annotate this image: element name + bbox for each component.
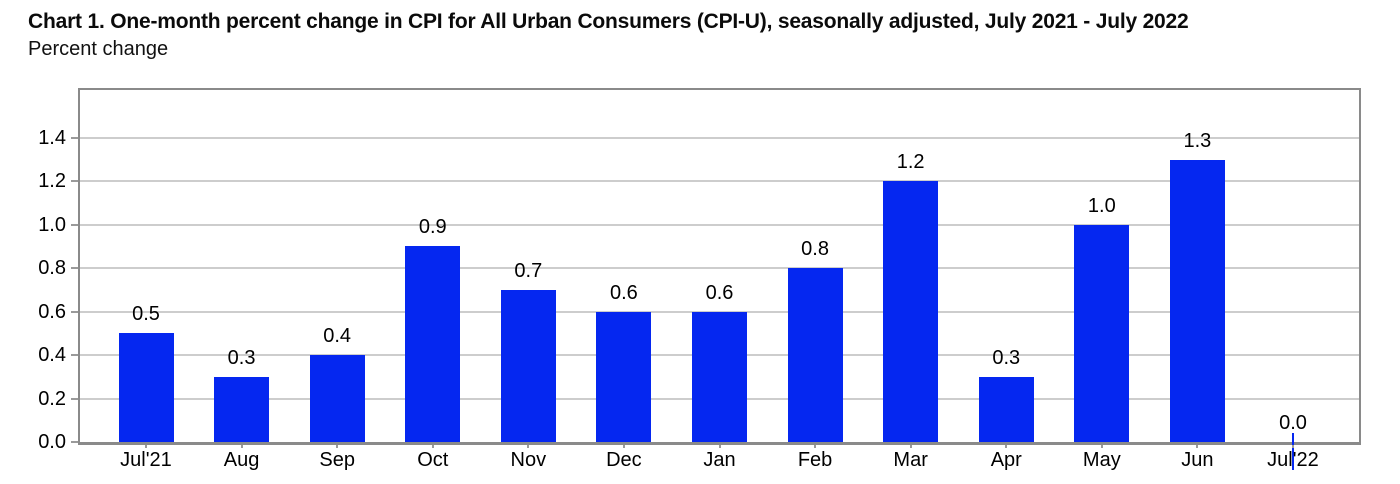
bar-value-label: 1.0 (1087, 195, 1116, 217)
bar (883, 181, 939, 442)
x-axis-tick-label: Nov (510, 449, 547, 471)
bar-value-label: 1.3 (1183, 130, 1212, 152)
x-axis-tick-label: Feb (797, 449, 833, 471)
chart-subtitle: Percent change (28, 38, 169, 60)
zero-value-bar-line (1292, 433, 1294, 470)
chart: 0.5 0.3 0.4 0.9 0.7 0.6 0.6 0.8 1.2 0.3 1.0 1.3 0.0 … (0, 85, 1400, 484)
bar-value-label: 0.3 (227, 347, 256, 369)
x-axis-tick-label: Sep (319, 449, 355, 471)
y-axis-tick-mark (71, 310, 78, 313)
y-axis-tick-label: 0.6 (38, 300, 66, 323)
bar (787, 268, 843, 442)
x-axis-tick-label: May (1082, 449, 1121, 471)
bar (214, 377, 270, 442)
y-axis-tick-label: 0.4 (38, 344, 66, 367)
y-axis-tick-mark (71, 397, 78, 400)
y-axis-tick-label: 0.2 (38, 387, 66, 410)
bar-value-label: 0.6 (610, 282, 638, 304)
bar (309, 355, 365, 442)
x-axis-tick-label: Aug (223, 449, 260, 471)
x-axis-tick-mark (336, 445, 339, 448)
x-axis-tick-label: Jul'22 (1267, 449, 1319, 471)
bar-value-label: 0.8 (801, 238, 829, 260)
x-axis-tick-mark (145, 445, 147, 448)
bar-value-label: 0.7 (514, 260, 543, 282)
x-axis-tick-mark (1196, 445, 1199, 448)
y-axis-tick-mark (71, 354, 78, 357)
y-axis-tick-mark (71, 223, 78, 226)
bar (596, 312, 652, 442)
bar (1074, 225, 1130, 442)
x-axis-tick-mark (909, 445, 912, 448)
x-axis-tick-mark (1292, 445, 1294, 448)
bar (692, 312, 747, 442)
gridline (80, 223, 1359, 226)
x-axis-tick-mark (1005, 445, 1008, 448)
y-axis-tick-label: 1.4 (38, 126, 66, 149)
x-axis-tick-label: Oct (417, 449, 449, 471)
chart-title: Chart 1. One-month percent change in CPI… (28, 10, 1189, 33)
bar-value-label: 0.4 (323, 325, 352, 347)
bar-value-label: 0.6 (705, 282, 734, 304)
bar (1169, 160, 1225, 442)
y-axis-tick-mark (71, 267, 78, 270)
x-axis-tick-label: Dec (606, 449, 642, 471)
bar (405, 246, 461, 442)
x-axis-tick-mark (814, 445, 817, 448)
gridline (80, 267, 1359, 270)
x-axis-tick-mark (431, 445, 434, 448)
x-axis-tick-mark (1100, 445, 1103, 448)
x-axis-tick-mark (527, 445, 530, 448)
x-axis-tick-label: Apr (990, 449, 1022, 471)
y-axis-tick-mark (71, 136, 78, 139)
gridline (80, 310, 1359, 313)
x-axis-tick-label: Jun (1181, 449, 1214, 471)
y-axis-tick-label: 1.0 (38, 213, 66, 236)
bar (500, 290, 556, 442)
bar-value-label: 0.9 (418, 216, 447, 238)
bar-value-label: 0.5 (132, 303, 160, 325)
bar (978, 377, 1034, 442)
x-axis-tick-label: Jul'21 (120, 449, 172, 471)
bar-value-label: 0.3 (992, 347, 1021, 369)
x-axis-tick-mark (622, 445, 625, 448)
y-axis-tick-label: 1.2 (38, 170, 66, 193)
y-axis-tick-label: 0.0 (38, 431, 66, 453)
x-axis-tick-label: Jan (703, 449, 736, 471)
gridline (80, 136, 1359, 139)
plot-area: 0.5 0.3 0.4 0.9 0.7 0.6 0.6 0.8 1.2 0.3 1.0 1.3 0.0 (78, 88, 1361, 445)
y-axis-tick-mark (71, 180, 78, 183)
x-axis-tick-mark (718, 445, 721, 448)
x-axis-tick-mark (240, 445, 243, 448)
y-axis-tick-label: 0.8 (38, 257, 66, 280)
bar-value-label: 1.2 (896, 151, 925, 173)
y-axis-tick-mark (71, 441, 78, 443)
gridline (80, 180, 1359, 183)
bar (118, 333, 174, 442)
bar-value-label: 0.0 (1279, 412, 1307, 434)
x-axis-tick-label: Mar (893, 449, 928, 471)
